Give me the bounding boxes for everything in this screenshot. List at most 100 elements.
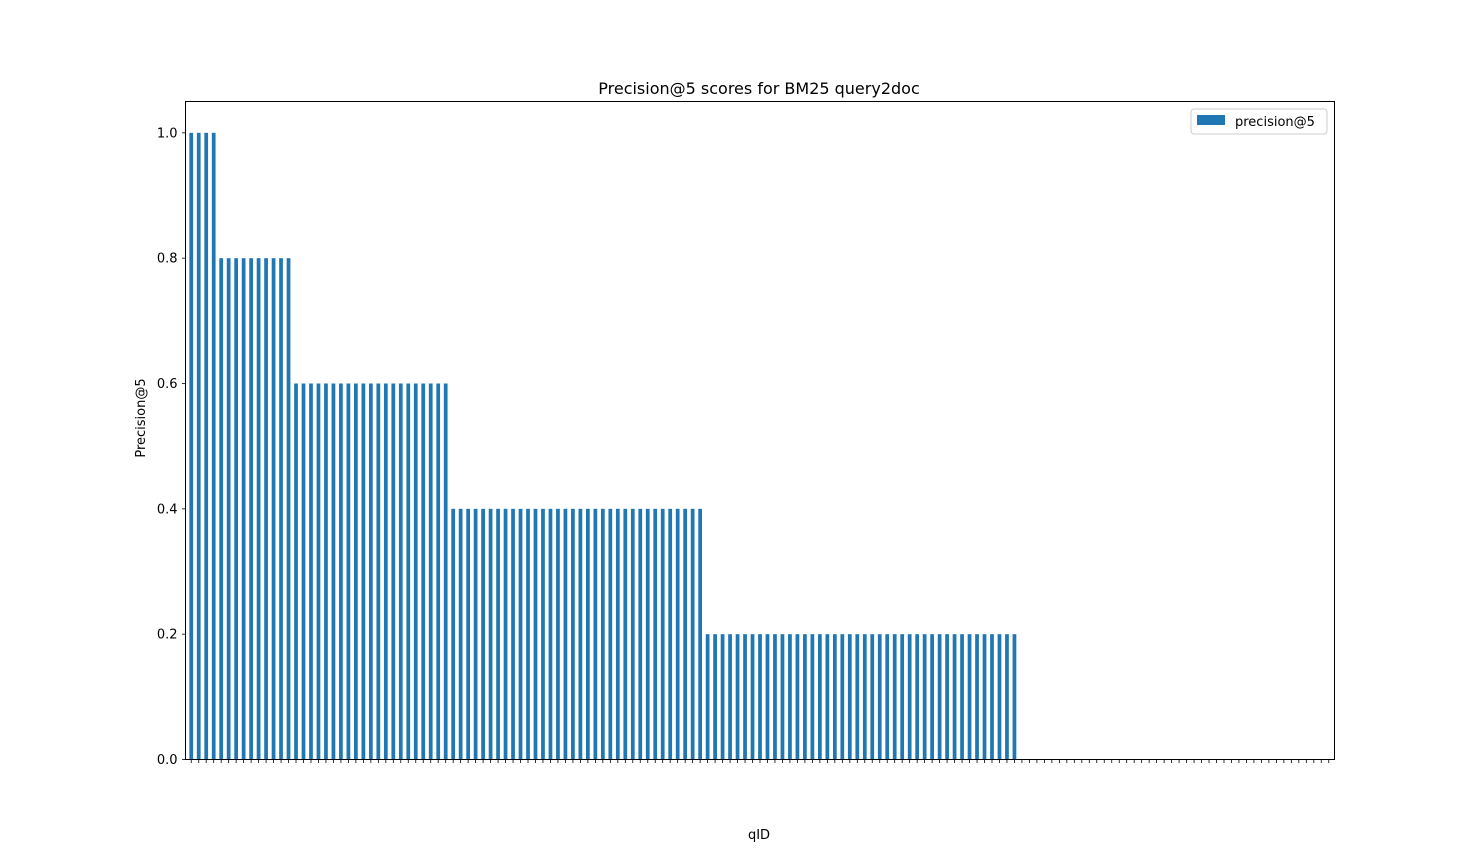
- bar: [720, 634, 725, 760]
- bar: [361, 383, 366, 760]
- bar: [383, 383, 388, 760]
- bar: [975, 634, 979, 760]
- bar: [952, 634, 957, 760]
- bar: [803, 634, 807, 760]
- bar: [234, 258, 239, 760]
- x-ticks-group: [190, 759, 1330, 763]
- bar: [473, 508, 478, 760]
- bar: [728, 634, 732, 760]
- bar: [870, 634, 875, 760]
- bar: [675, 508, 680, 760]
- bar: [271, 258, 276, 760]
- bar: [900, 634, 905, 760]
- bar: [832, 634, 837, 760]
- bar: [788, 634, 792, 760]
- bar: [548, 508, 553, 760]
- bar: [915, 634, 920, 760]
- bar: [840, 634, 845, 760]
- bar: [645, 508, 650, 760]
- bar: [563, 508, 568, 760]
- bar: [301, 383, 306, 760]
- bar: [818, 634, 822, 760]
- bar: [683, 508, 688, 760]
- bar: [331, 383, 336, 760]
- bar: [196, 132, 201, 760]
- x-axis-label: qID: [748, 828, 770, 843]
- bar: [743, 634, 747, 760]
- bar: [458, 508, 463, 760]
- bar: [982, 634, 987, 760]
- bar: [526, 508, 530, 760]
- bar: [226, 258, 231, 760]
- legend-label: precision@5: [1235, 115, 1315, 130]
- bar: [279, 258, 283, 760]
- bar: [413, 383, 418, 760]
- bar: [1005, 634, 1009, 760]
- bar: [241, 258, 246, 760]
- bar: [249, 258, 253, 760]
- bar: [339, 383, 343, 760]
- bar: [406, 383, 411, 760]
- bar: [496, 508, 500, 760]
- bar: [892, 634, 897, 760]
- bar: [765, 634, 770, 760]
- y-axis-label: Precision@5: [134, 378, 149, 457]
- bar: [443, 383, 448, 760]
- bar: [503, 508, 508, 760]
- bar: [630, 508, 635, 760]
- bar: [511, 508, 515, 760]
- bar: [436, 383, 441, 760]
- bar: [488, 508, 493, 760]
- bar: [600, 508, 605, 760]
- bar: [937, 634, 942, 760]
- bar: [324, 383, 328, 760]
- bar: [922, 634, 927, 760]
- bar: [773, 634, 777, 760]
- bar: [855, 634, 860, 760]
- bar: [825, 634, 830, 760]
- bar: [256, 258, 261, 760]
- bar: [466, 508, 471, 760]
- bar: [376, 383, 381, 760]
- bar: [556, 508, 560, 760]
- bar: [623, 508, 628, 760]
- bar: [593, 508, 598, 760]
- bar: [571, 508, 575, 760]
- bar: [930, 634, 934, 760]
- bar: [368, 383, 373, 760]
- y-tick-label: 0.4: [157, 502, 178, 517]
- bar: [541, 508, 545, 760]
- bar: [518, 508, 523, 760]
- bar: [847, 634, 852, 760]
- bar: [705, 634, 710, 760]
- bar: [481, 508, 485, 760]
- bar: [997, 634, 1002, 760]
- bar: [391, 383, 396, 760]
- bar: [668, 508, 673, 760]
- bar: [810, 634, 815, 760]
- bar: [316, 383, 321, 760]
- y-tick-label: 0.6: [157, 377, 178, 392]
- bar: [713, 634, 717, 760]
- bar: [750, 634, 755, 760]
- bar: [1012, 634, 1017, 760]
- y-tick-label: 0.0: [157, 753, 178, 768]
- bar: [690, 508, 695, 760]
- bar: [309, 383, 313, 760]
- bar: [780, 634, 785, 760]
- bar: [608, 508, 613, 760]
- bars-group: [189, 132, 1017, 760]
- bar: [698, 508, 702, 760]
- bar: [735, 634, 740, 760]
- bar: [264, 258, 268, 760]
- bar: [960, 634, 964, 760]
- bar: [967, 634, 972, 760]
- bar: [219, 258, 224, 760]
- bar: [451, 508, 456, 760]
- bar: [189, 132, 194, 760]
- bar: [204, 132, 209, 760]
- bar: [294, 383, 298, 760]
- y-tick-label: 0.8: [157, 252, 178, 267]
- bar: [428, 383, 433, 760]
- bar: [398, 383, 403, 760]
